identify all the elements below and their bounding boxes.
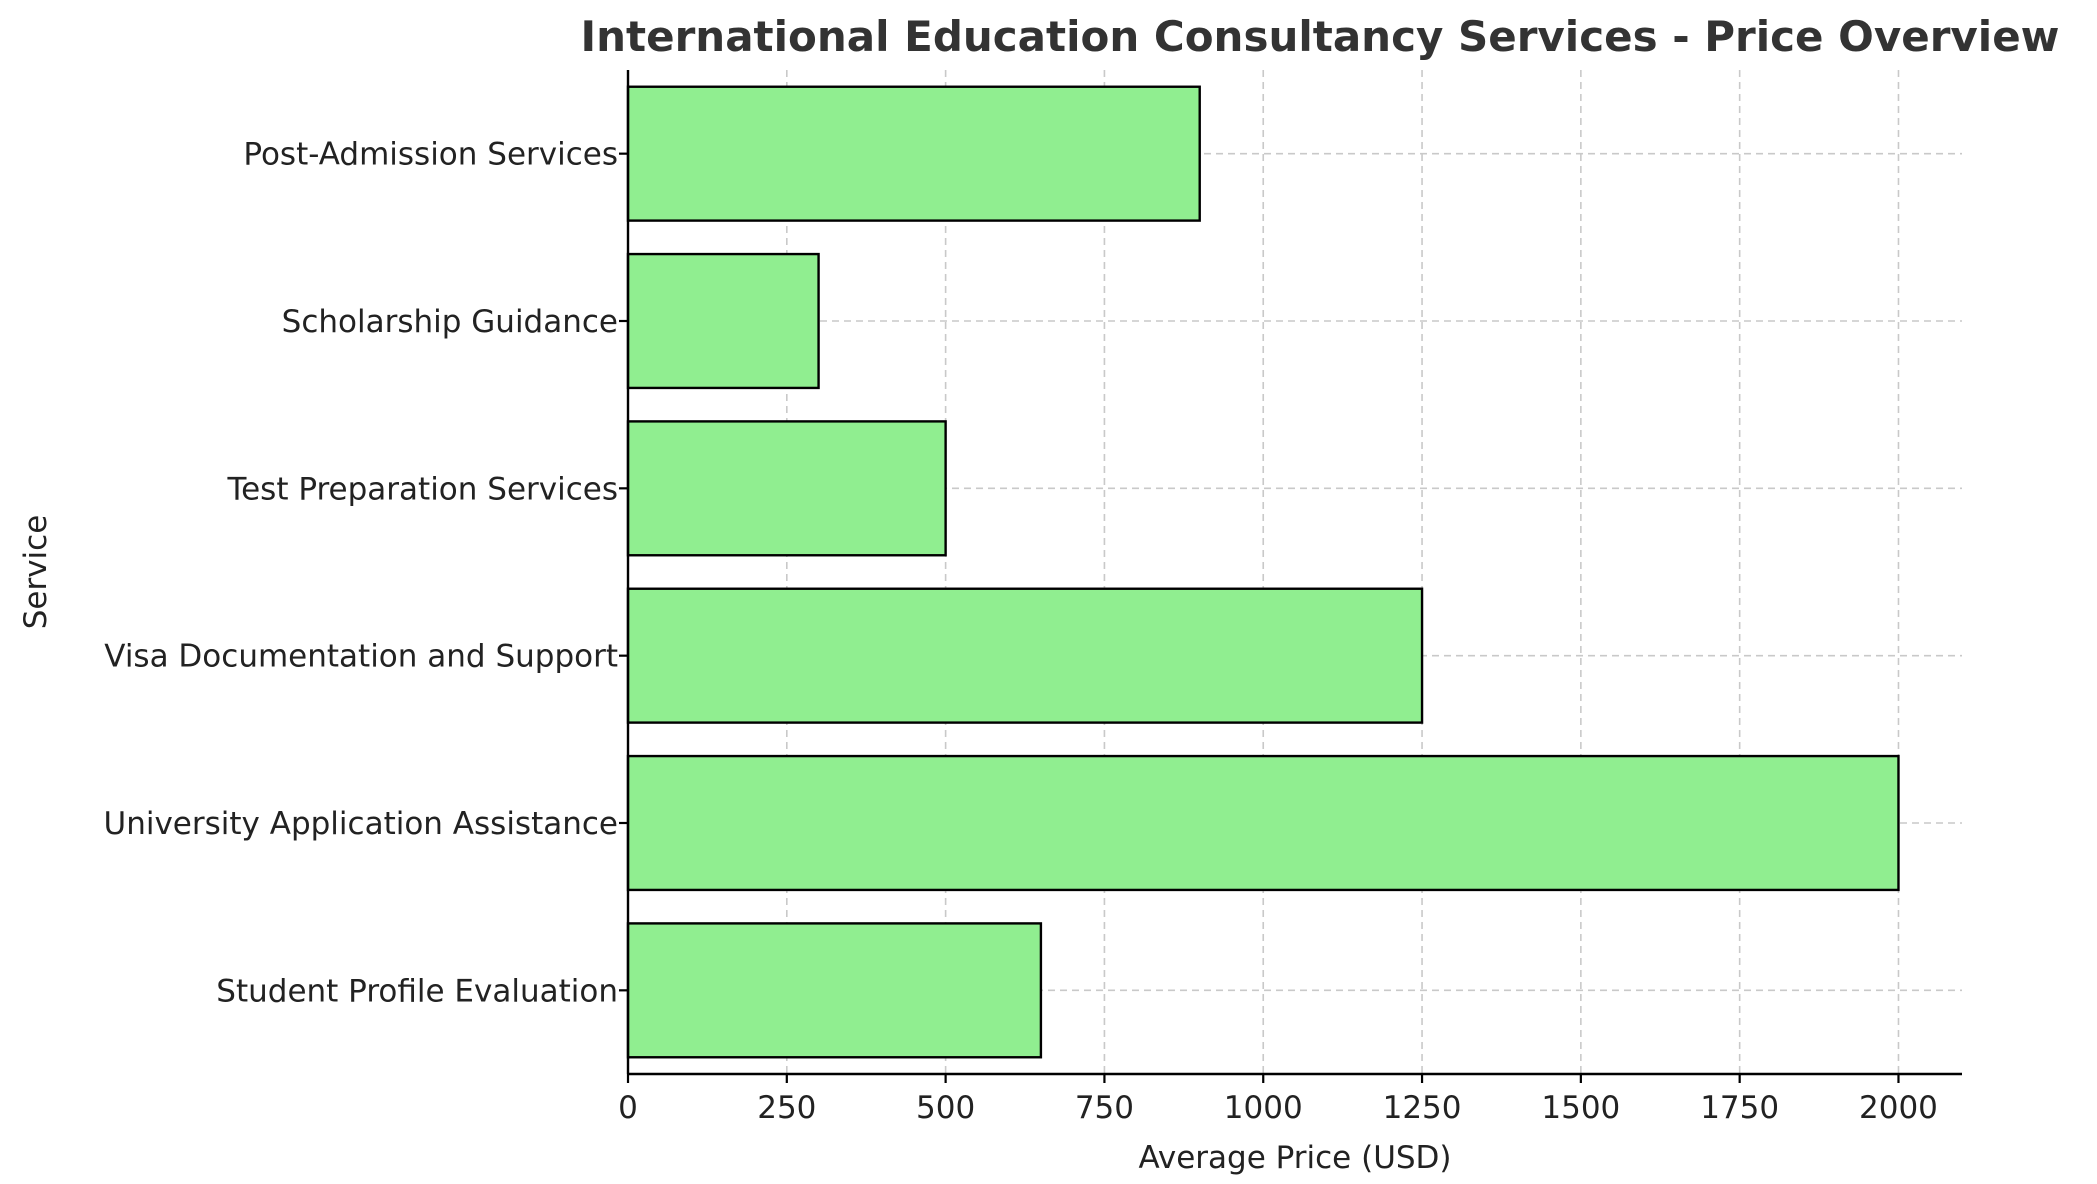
x-tick-label: 1250 xyxy=(1383,1090,1462,1126)
x-tick-label: 1000 xyxy=(1224,1090,1303,1126)
y-tick-label: University Application Assistance xyxy=(104,806,618,842)
y-axis-label: Service xyxy=(18,515,54,630)
x-tick-label: 1500 xyxy=(1541,1090,1620,1126)
y-tick-label: Scholarship Guidance xyxy=(282,304,618,340)
bar xyxy=(626,754,1900,892)
bar xyxy=(626,252,820,390)
bars-layer xyxy=(626,85,1900,1059)
bar xyxy=(626,85,1201,222)
x-tick-label: 2000 xyxy=(1859,1090,1938,1126)
y-tick-label: Post-Admission Services xyxy=(243,137,618,173)
y-tick-label: Visa Documentation and Support xyxy=(104,639,618,675)
x-tick-label: 250 xyxy=(757,1090,816,1126)
x-tick-label: 750 xyxy=(1075,1090,1134,1126)
x-tick-label: 1750 xyxy=(1700,1090,1779,1126)
bar xyxy=(626,420,947,557)
chart-title: International Education Consultancy Serv… xyxy=(581,12,2060,61)
x-tick-label: 500 xyxy=(916,1090,975,1126)
y-tick-label: Student Profile Evaluation xyxy=(216,973,618,1009)
x-axis-label: Average Price (USD) xyxy=(1138,1140,1451,1176)
bar xyxy=(626,922,1043,1059)
x-tick-label: 0 xyxy=(618,1090,638,1126)
bar xyxy=(626,587,1424,724)
y-tick-label: Test Preparation Services xyxy=(226,471,618,507)
ticks-layer: 0 250 500 750 1000 1250 1500 1750 2000 Student Pr… xyxy=(104,137,1938,1126)
